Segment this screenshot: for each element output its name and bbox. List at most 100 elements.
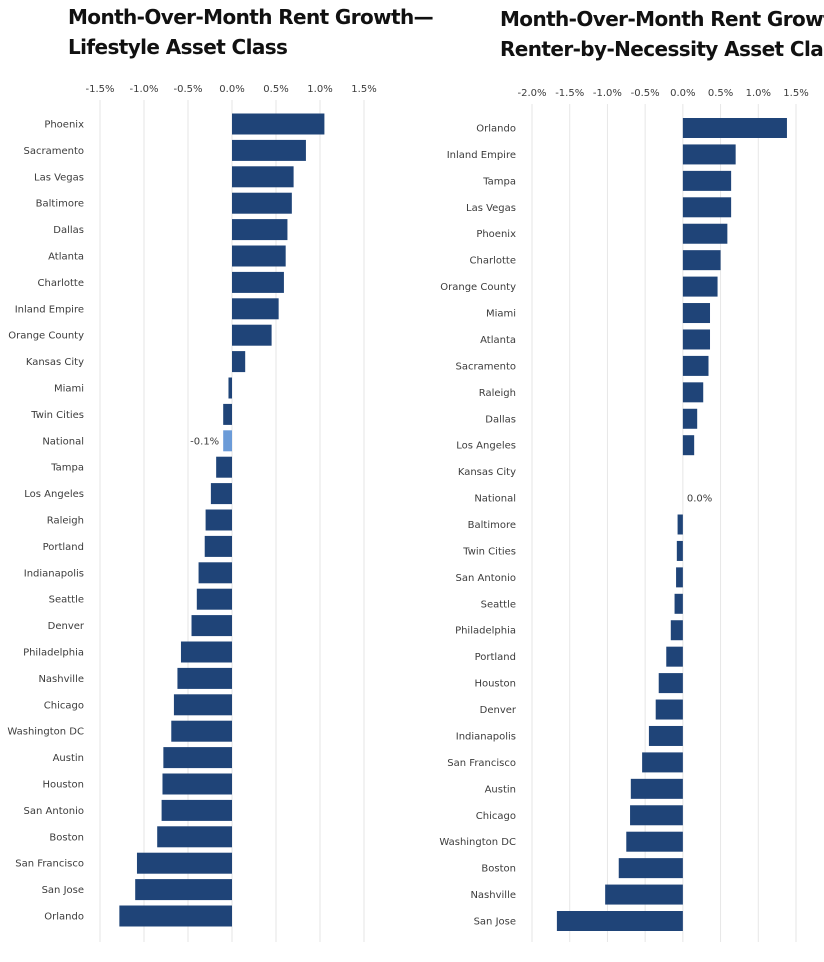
category-label: Raleigh [479,388,516,399]
bar [674,593,683,614]
bar [119,905,232,927]
chart-title-lifestyle: Month-Over-Month Rent Growth— Lifestyle … [68,2,434,62]
x-tick-label: -1.5% [555,88,584,99]
category-label: Orlando [44,912,84,923]
bar [157,826,232,848]
bar [682,118,787,138]
x-tick-label: 0.0% [219,84,244,95]
category-label: San Jose [474,917,516,928]
bar [232,113,325,135]
x-tick-label: -1.0% [593,88,622,99]
x-tick-label: 1.5% [351,84,376,95]
category-label: Twin Cities [462,546,516,557]
category-label: Austin [53,753,84,764]
category-label: Seattle [481,599,516,610]
category-label: Denver [48,621,85,632]
bar [648,725,683,746]
bar [232,139,306,161]
bar [162,773,232,795]
bar [232,245,286,267]
bar [232,324,272,346]
chart-title-line-2: Lifestyle Asset Class [68,35,288,59]
category-label: Indianapolis [24,568,84,579]
category-label: Seattle [49,595,84,606]
bar [658,673,683,694]
bar-national [223,430,232,452]
category-label: Portland [43,542,84,553]
bar [682,197,732,218]
category-label: Nashville [38,674,84,685]
category-label: National [42,436,84,447]
bar [630,778,683,799]
category-label: Austin [485,784,516,795]
bar [216,456,232,478]
bar [135,879,232,901]
bar [682,250,721,271]
bar [232,298,279,320]
category-label: Kansas City [26,357,84,368]
category-label: Indianapolis [456,731,516,742]
category-label: Philadelphia [455,626,516,637]
bar [682,276,718,297]
bar [161,799,232,821]
bar [655,699,683,720]
bar [163,747,232,769]
category-label: Los Angeles [456,441,516,452]
category-label: Boston [481,864,516,875]
bar [670,620,683,641]
data-label: 0.0% [687,494,712,505]
category-label: Miami [54,384,84,395]
category-label: San Francisco [15,859,84,870]
bar [136,852,232,874]
bar [171,720,232,742]
category-label: Chicago [44,700,84,711]
bar [676,567,683,588]
bar [666,646,683,667]
data-label: -0.1% [190,436,219,447]
x-tick-label: 0.5% [708,88,733,99]
category-label: Raleigh [47,516,84,527]
category-label: Inland Empire [15,304,84,315]
bar [682,329,711,350]
category-label: Las Vegas [34,172,84,183]
bar [232,351,246,373]
chart-title-renter-by-necessity: Month-Over-Month Rent Growth— Renter-by-… [500,4,824,64]
category-label: Los Angeles [24,489,84,500]
x-tick-label: -1.5% [85,84,114,95]
bar [232,192,292,214]
category-label: Baltimore [468,520,516,531]
category-label: Philadelphia [23,648,84,659]
x-tick-label: 0.5% [263,84,288,95]
bar [677,514,683,535]
bar [682,382,704,403]
bar [232,166,294,188]
category-label: Dallas [485,414,516,425]
category-label: Sacramento [456,361,516,372]
bar [682,408,698,429]
category-label: Atlanta [480,335,516,346]
chart-title-line-1: Month-Over-Month Rent Growth— [500,7,824,31]
category-label: San Jose [42,885,84,896]
category-label: Portland [475,652,516,663]
category-label: Tampa [482,176,516,187]
chart-title-line-1: Month-Over-Month Rent Growth— [68,5,434,29]
bar [605,884,683,905]
category-label: Dallas [53,225,84,236]
bar [223,403,232,425]
x-tick-label: 1.0% [746,88,771,99]
category-label: Inland Empire [447,150,516,161]
category-label: Sacramento [24,146,84,157]
bar [682,223,728,244]
x-tick-label: 0.0% [670,88,695,99]
bar [228,377,232,399]
category-label: Las Vegas [466,203,516,214]
bar [626,831,683,852]
category-label: San Antonio [456,573,516,584]
category-label: Charlotte [470,256,516,267]
x-tick-label: -0.5% [173,84,202,95]
x-tick-label: 1.0% [307,84,332,95]
category-label: Atlanta [48,252,84,263]
category-label: San Antonio [24,806,84,817]
